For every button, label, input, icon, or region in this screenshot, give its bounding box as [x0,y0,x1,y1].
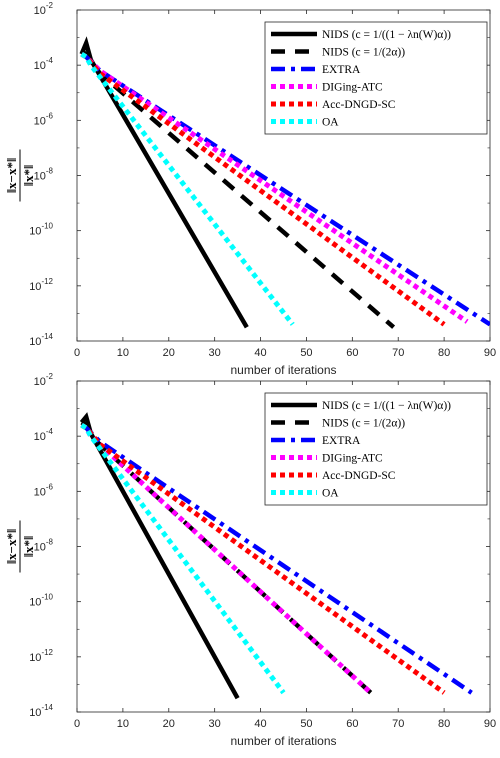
x-tick-label: 10 [117,347,129,359]
legend-entry-0: NIDS (c = 1/((1 − λn(W)α)) [322,400,451,412]
y-tick-label: 10-14 [29,703,53,719]
x-tick-label: 0 [74,347,80,359]
legend-entry-1: NIDS (c = 1/(2α)) [322,47,405,59]
chart-bottom: 0 10 20 30 40 50 60 70 80 90 10-14 10-12 10-10 10-8 10… [4,372,496,748]
y-tick-label: 10-8 [34,167,54,183]
legend-entry-4: Acc-DNGD-SC [322,99,396,111]
x-tick-label: 80 [438,718,450,730]
x-axis-label: number of iterations [230,734,336,748]
y-axis-label-denominator: ‖x*‖ [21,165,36,186]
legend-entry-3: DIGing-ATC [322,82,383,94]
x-tick-label: 70 [392,718,404,730]
legend-entry-2: EXTRA [322,64,361,76]
series-line-5 [80,51,295,326]
y-axis-label-numerator: ‖x−x*‖ [4,529,19,564]
y-tick-label: 10-8 [34,538,54,554]
x-tick-label: 20 [163,718,175,730]
y-tick-label: 10-12 [29,277,53,293]
y-tick-label: 10-10 [29,593,53,609]
x-tick-label: 90 [484,347,496,359]
legend-entry-5: OA [322,488,339,500]
x-axis-label: number of iterations [230,363,336,377]
y-axis-label: ‖x−x*‖ ‖x*‖ [4,520,36,573]
y-tick-label: 10-10 [29,222,53,238]
x-tick-label: 30 [209,718,221,730]
x-tick-label: 10 [117,718,129,730]
y-tick-label: 10-12 [29,648,53,664]
legend-entry-0: NIDS (c = 1/((1 − λn(W)α)) [322,29,451,41]
x-tick-label: 60 [346,718,358,730]
x-tick-label: 30 [209,347,221,359]
chart-top: 0 10 20 30 40 50 60 70 80 90 10-14 10-12 10-10 10-8 10… [4,1,496,377]
legend-entry-4: Acc-DNGD-SC [322,470,396,482]
y-axis-label-denominator: ‖x*‖ [21,536,36,557]
y-tick-label: 10-4 [34,427,54,443]
series-line-5 [80,422,286,695]
x-tick-label: 70 [392,347,404,359]
y-tick-label: 10-6 [34,482,54,498]
y-tick-label: 10-6 [34,111,54,127]
legend: NIDS (c = 1/((1 − λn(W)α)) NIDS (c = 1/(2… [264,392,488,506]
y-axis-label-numerator: ‖x−x*‖ [4,158,19,193]
y-tick-label: 10-4 [34,56,54,72]
legend-entry-5: OA [322,117,339,129]
x-tick-label: 80 [438,347,450,359]
x-tick-label: 40 [254,347,266,359]
legend-box [264,21,488,135]
x-tick-label: 40 [254,718,266,730]
legend: NIDS (c = 1/((1 − λn(W)α)) NIDS (c = 1/(2… [264,21,488,135]
legend-entry-1: NIDS (c = 1/(2α)) [322,418,405,430]
y-tick-label: 10-14 [29,332,53,348]
x-tick-label: 50 [300,718,312,730]
x-tick-label: 20 [163,347,175,359]
series-group [79,36,490,329]
legend-box [264,392,488,506]
legend-entry-2: EXTRA [322,435,361,447]
y-tick-label: 10-2 [34,1,54,17]
x-tick-label: 0 [74,718,80,730]
series-line-0 [79,36,249,329]
y-tick-label: 10-2 [34,372,54,388]
series-group [79,412,473,700]
x-tick-label: 50 [300,347,312,359]
legend-entry-3: DIGing-ATC [322,453,383,465]
x-tick-label: 90 [484,718,496,730]
x-tick-label: 60 [346,347,358,359]
y-axis-label: ‖x−x*‖ ‖x*‖ [4,149,36,202]
